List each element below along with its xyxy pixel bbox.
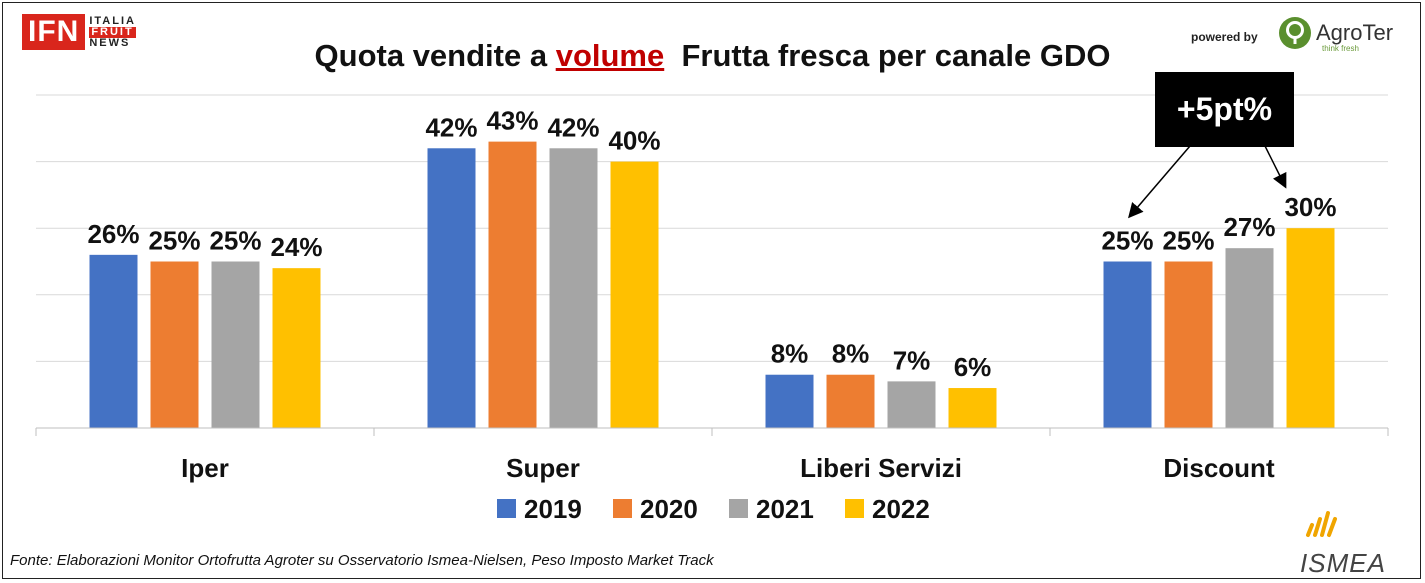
data-label: 25% bbox=[209, 226, 261, 256]
data-label: 42% bbox=[425, 112, 477, 142]
source-note: Fonte: Elaborazioni Monitor Ortofrutta A… bbox=[10, 552, 714, 569]
title-part-1: Quota vendite a bbox=[314, 38, 556, 73]
callout-arrows bbox=[1128, 145, 1287, 219]
legend-label: 2022 bbox=[872, 494, 930, 524]
chart-title: Quota vendite a volume Frutta fresca per… bbox=[0, 38, 1425, 74]
category-label: Super bbox=[506, 453, 580, 483]
agroter-tagline: think fresh bbox=[1322, 44, 1359, 53]
data-label: 30% bbox=[1284, 192, 1336, 222]
legend: 2019 2020 2021 2022 bbox=[497, 494, 930, 524]
callout-arrow-left bbox=[1128, 145, 1191, 219]
data-labels: 26% 25% 25% 24% 42% 43% 42% 40% 8% 8% 7% 6% 25% 25% 27… bbox=[87, 106, 1336, 382]
bar bbox=[1225, 248, 1274, 428]
bar bbox=[1164, 261, 1213, 428]
bar bbox=[488, 141, 537, 428]
data-label: 40% bbox=[608, 126, 660, 156]
bars bbox=[89, 141, 1335, 428]
legend-label: 2021 bbox=[756, 494, 814, 524]
legend-swatch bbox=[729, 499, 748, 518]
category-label: Liberi Servizi bbox=[800, 453, 962, 483]
ismea-logo: ISMEA bbox=[1300, 505, 1386, 579]
category-label: Discount bbox=[1163, 453, 1275, 483]
tree-icon bbox=[1279, 17, 1311, 49]
data-label: 25% bbox=[1162, 226, 1214, 256]
data-label: 25% bbox=[148, 226, 200, 256]
data-label: 7% bbox=[893, 345, 931, 375]
data-label: 25% bbox=[1101, 226, 1153, 256]
category-label: Iper bbox=[181, 453, 229, 483]
x-axis: Iper Super Liberi Servizi Discount bbox=[35, 427, 1389, 483]
title-highlight: volume bbox=[555, 38, 665, 73]
ifn-logo-mark: IFN bbox=[22, 14, 86, 50]
agroter-name: AgroTer bbox=[1316, 20, 1394, 45]
data-label: 8% bbox=[771, 339, 809, 369]
data-label: 27% bbox=[1223, 212, 1275, 242]
legend-label: 2019 bbox=[524, 494, 582, 524]
data-label: 6% bbox=[954, 352, 992, 382]
ifn-sub-line-2: FRUIT bbox=[89, 26, 136, 38]
bar bbox=[272, 268, 321, 428]
bar bbox=[948, 388, 997, 428]
bar bbox=[1286, 228, 1335, 428]
data-label: 42% bbox=[547, 112, 599, 142]
bar bbox=[89, 254, 138, 428]
bar bbox=[150, 261, 199, 428]
data-label: 26% bbox=[87, 219, 139, 249]
bar bbox=[887, 381, 936, 428]
legend-label: 2020 bbox=[640, 494, 698, 524]
title-part-2: Frutta fresca per canale GDO bbox=[664, 38, 1111, 73]
callout-arrow-right bbox=[1264, 145, 1287, 189]
data-label: 24% bbox=[270, 232, 322, 262]
bar bbox=[765, 374, 814, 428]
bar bbox=[1103, 261, 1152, 428]
legend-swatch bbox=[845, 499, 864, 518]
bar bbox=[826, 374, 875, 428]
data-label: 8% bbox=[832, 339, 870, 369]
bar bbox=[211, 261, 260, 428]
agroter-logo: AgroTer think fresh bbox=[1278, 16, 1394, 53]
legend-swatch bbox=[497, 499, 516, 518]
ifn-sub-line-1: ITALIA bbox=[89, 14, 136, 27]
ifn-logo-subtitle: ITALIA FRUIT NEWS bbox=[89, 14, 136, 49]
data-label: 43% bbox=[486, 106, 538, 136]
legend-swatch bbox=[613, 499, 632, 518]
bar bbox=[427, 148, 476, 428]
bar bbox=[610, 161, 659, 428]
bar bbox=[549, 148, 598, 428]
ifn-sub-line-3: NEWS bbox=[89, 36, 131, 49]
ismea-wordmark: ISMEA bbox=[1300, 548, 1386, 578]
ifn-logo: IFN ITALIA FRUIT NEWS bbox=[22, 14, 136, 50]
powered-by-label: powered by bbox=[1191, 30, 1258, 44]
ismea-sun-icon bbox=[1306, 511, 1337, 537]
callout-box: +5pt% bbox=[1155, 72, 1294, 147]
